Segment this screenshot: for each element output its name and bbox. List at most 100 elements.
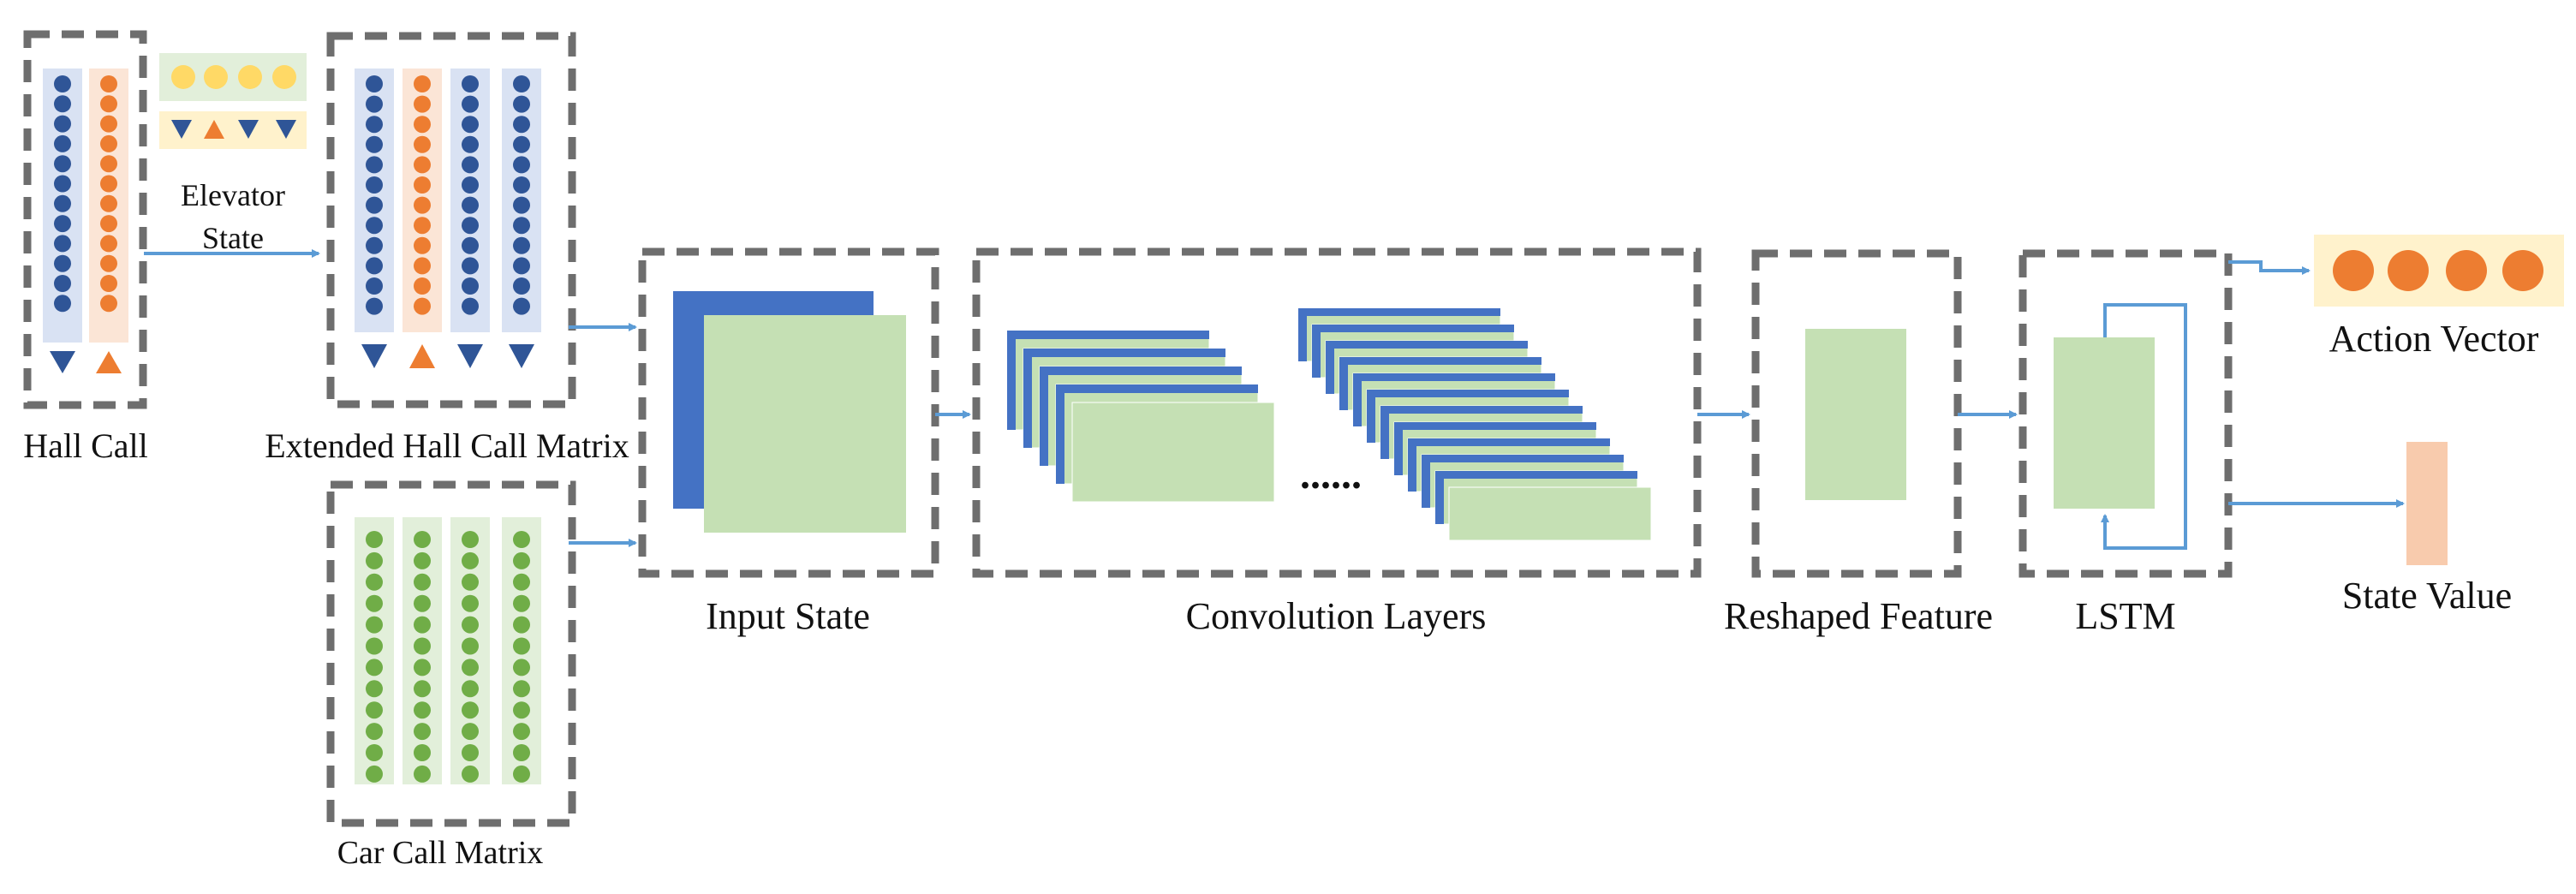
- circle-dot-icon: [100, 254, 117, 272]
- feature-map-edge: [1312, 325, 1514, 332]
- convolution-dashed-border: [972, 247, 1702, 578]
- circle-dot-icon: [462, 744, 479, 761]
- input-state-label: Input State: [706, 595, 870, 637]
- convolution-layers-block: ......: [972, 247, 1702, 578]
- circle-dot-icon: [366, 765, 383, 783]
- circle-dot-icon: [462, 297, 479, 315]
- circle-dot-icon: [366, 95, 383, 113]
- circle-dot-icon: [414, 297, 431, 315]
- circle-dot-icon: [366, 723, 383, 741]
- arrow-lstm-to-action: [2228, 260, 2311, 275]
- down-triangle-icon: [361, 344, 387, 368]
- circle-dot-icon: [54, 235, 71, 253]
- state-value-label: State Value: [2342, 575, 2512, 617]
- circle-dot-icon: [414, 156, 431, 174]
- hall-call-dots: [54, 75, 117, 313]
- elevator-state-block: [159, 53, 307, 149]
- circle-dot-icon: [513, 257, 530, 275]
- circle-dot-icon: [462, 723, 479, 741]
- state-value-box: [2406, 442, 2448, 565]
- circle-dot-icon: [366, 573, 383, 591]
- circle-dot-icon: [366, 744, 383, 761]
- elevator-state-label-line2: State: [202, 221, 264, 255]
- feature-map-edge: [1339, 357, 1348, 410]
- feature-map-edge: [1339, 357, 1541, 365]
- circle-dot-icon: [513, 156, 530, 174]
- circle-dot-icon: [100, 115, 117, 133]
- circle-dot-icon: [100, 75, 117, 92]
- circle-dot-icon: [462, 594, 479, 612]
- circle-dot-icon: [366, 196, 383, 214]
- circle-dot-icon: [414, 680, 431, 698]
- up-triangle-icon: [409, 344, 435, 368]
- circle-dot-icon: [462, 277, 479, 295]
- circle-dot-icon: [462, 75, 479, 92]
- circle-dot-icon: [54, 254, 71, 272]
- circle-dot-icon: [2502, 250, 2543, 291]
- feature-map-edge: [1326, 341, 1334, 394]
- circle-dot-icon: [414, 616, 431, 634]
- circle-dot-icon: [414, 135, 431, 153]
- circle-dot-icon: [513, 531, 530, 548]
- circle-dot-icon: [513, 116, 530, 134]
- circle-dot-icon: [513, 551, 530, 569]
- down-triangle-icon: [171, 120, 192, 139]
- circle-dot-icon: [513, 95, 530, 113]
- ellipsis-text: ......: [1300, 452, 1362, 498]
- circle-dot-icon: [513, 765, 530, 783]
- car-call-dots: [366, 531, 530, 783]
- circle-dot-icon: [414, 744, 431, 761]
- circle-dot-icon: [462, 637, 479, 655]
- circle-dot-icon: [513, 196, 530, 214]
- circle-dot-icon: [462, 680, 479, 698]
- circle-dot-icon: [462, 217, 479, 235]
- circle-dot-icon: [513, 701, 530, 719]
- circle-dot-icon: [366, 257, 383, 275]
- circle-dot-icon: [366, 594, 383, 612]
- circle-dot-icon: [462, 156, 479, 174]
- circle-dot-icon: [462, 176, 479, 194]
- circle-dot-icon: [414, 723, 431, 741]
- feature-map-edge: [1056, 384, 1064, 484]
- feature-map-edge: [1023, 349, 1032, 448]
- circle-dot-icon: [462, 765, 479, 783]
- circle-dot-icon: [100, 175, 117, 193]
- circle-dot-icon: [54, 275, 71, 292]
- circle-dot-icon: [100, 215, 117, 233]
- feature-map-edge: [1394, 422, 1596, 430]
- circle-dot-icon: [54, 295, 71, 313]
- car-call-dashed-border: [326, 480, 576, 827]
- lstm-recurrent-loop: [2101, 303, 2187, 550]
- circle-dot-icon: [2333, 250, 2374, 291]
- feature-map-edge: [1353, 373, 1555, 381]
- circle-dot-icon: [54, 95, 71, 113]
- circle-dot-icon: [54, 134, 71, 152]
- circle-dot-icon: [414, 217, 431, 235]
- circle-dot-icon: [414, 701, 431, 719]
- circle-dot-icon: [513, 297, 530, 315]
- circle-dot-icon: [171, 65, 195, 89]
- circle-dot-icon: [513, 616, 530, 634]
- input-channel-front: [704, 315, 906, 533]
- car-call-matrix-block: [326, 480, 576, 827]
- circle-dot-icon: [513, 637, 530, 655]
- conv-stack-left: [1006, 330, 1275, 503]
- feature-map-edge: [1435, 471, 1637, 479]
- circle-dot-icon: [366, 701, 383, 719]
- circle-dot-icon: [414, 594, 431, 612]
- circle-dot-icon: [366, 680, 383, 698]
- circle-dot-icon: [414, 637, 431, 655]
- circle-dot-icon: [414, 176, 431, 194]
- circle-dot-icon: [100, 95, 117, 113]
- circle-dot-icon: [462, 701, 479, 719]
- reshaped-feature-box: [1805, 329, 1906, 500]
- circle-dot-icon: [414, 196, 431, 214]
- up-triangle-icon: [96, 351, 122, 373]
- feature-map: [1448, 486, 1652, 541]
- circle-dot-icon: [414, 116, 431, 134]
- car-call-matrix-label: Car Call Matrix: [337, 835, 544, 871]
- up-triangle-icon: [204, 120, 224, 139]
- circle-dot-icon: [366, 277, 383, 295]
- feature-map-edge: [1056, 384, 1258, 393]
- down-triangle-icon: [50, 351, 75, 373]
